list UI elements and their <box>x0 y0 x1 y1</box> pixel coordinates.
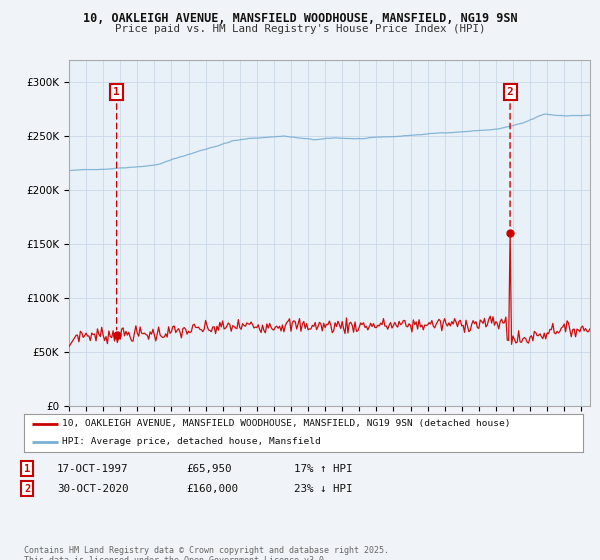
Text: £160,000: £160,000 <box>186 484 238 494</box>
Text: 1: 1 <box>113 87 120 97</box>
Text: Contains HM Land Registry data © Crown copyright and database right 2025.
This d: Contains HM Land Registry data © Crown c… <box>24 546 389 560</box>
Text: 23% ↓ HPI: 23% ↓ HPI <box>294 484 353 494</box>
Text: Price paid vs. HM Land Registry's House Price Index (HPI): Price paid vs. HM Land Registry's House … <box>115 24 485 34</box>
Text: 1: 1 <box>24 464 30 474</box>
Text: 10, OAKLEIGH AVENUE, MANSFIELD WOODHOUSE, MANSFIELD, NG19 9SN (detached house): 10, OAKLEIGH AVENUE, MANSFIELD WOODHOUSE… <box>62 419 511 428</box>
Text: 30-OCT-2020: 30-OCT-2020 <box>57 484 128 494</box>
Text: 17% ↑ HPI: 17% ↑ HPI <box>294 464 353 474</box>
Text: 2: 2 <box>24 484 30 494</box>
Text: 2: 2 <box>506 87 514 97</box>
Text: £65,950: £65,950 <box>186 464 232 474</box>
Text: HPI: Average price, detached house, Mansfield: HPI: Average price, detached house, Mans… <box>62 437 321 446</box>
Text: 17-OCT-1997: 17-OCT-1997 <box>57 464 128 474</box>
Text: 10, OAKLEIGH AVENUE, MANSFIELD WOODHOUSE, MANSFIELD, NG19 9SN: 10, OAKLEIGH AVENUE, MANSFIELD WOODHOUSE… <box>83 12 517 25</box>
